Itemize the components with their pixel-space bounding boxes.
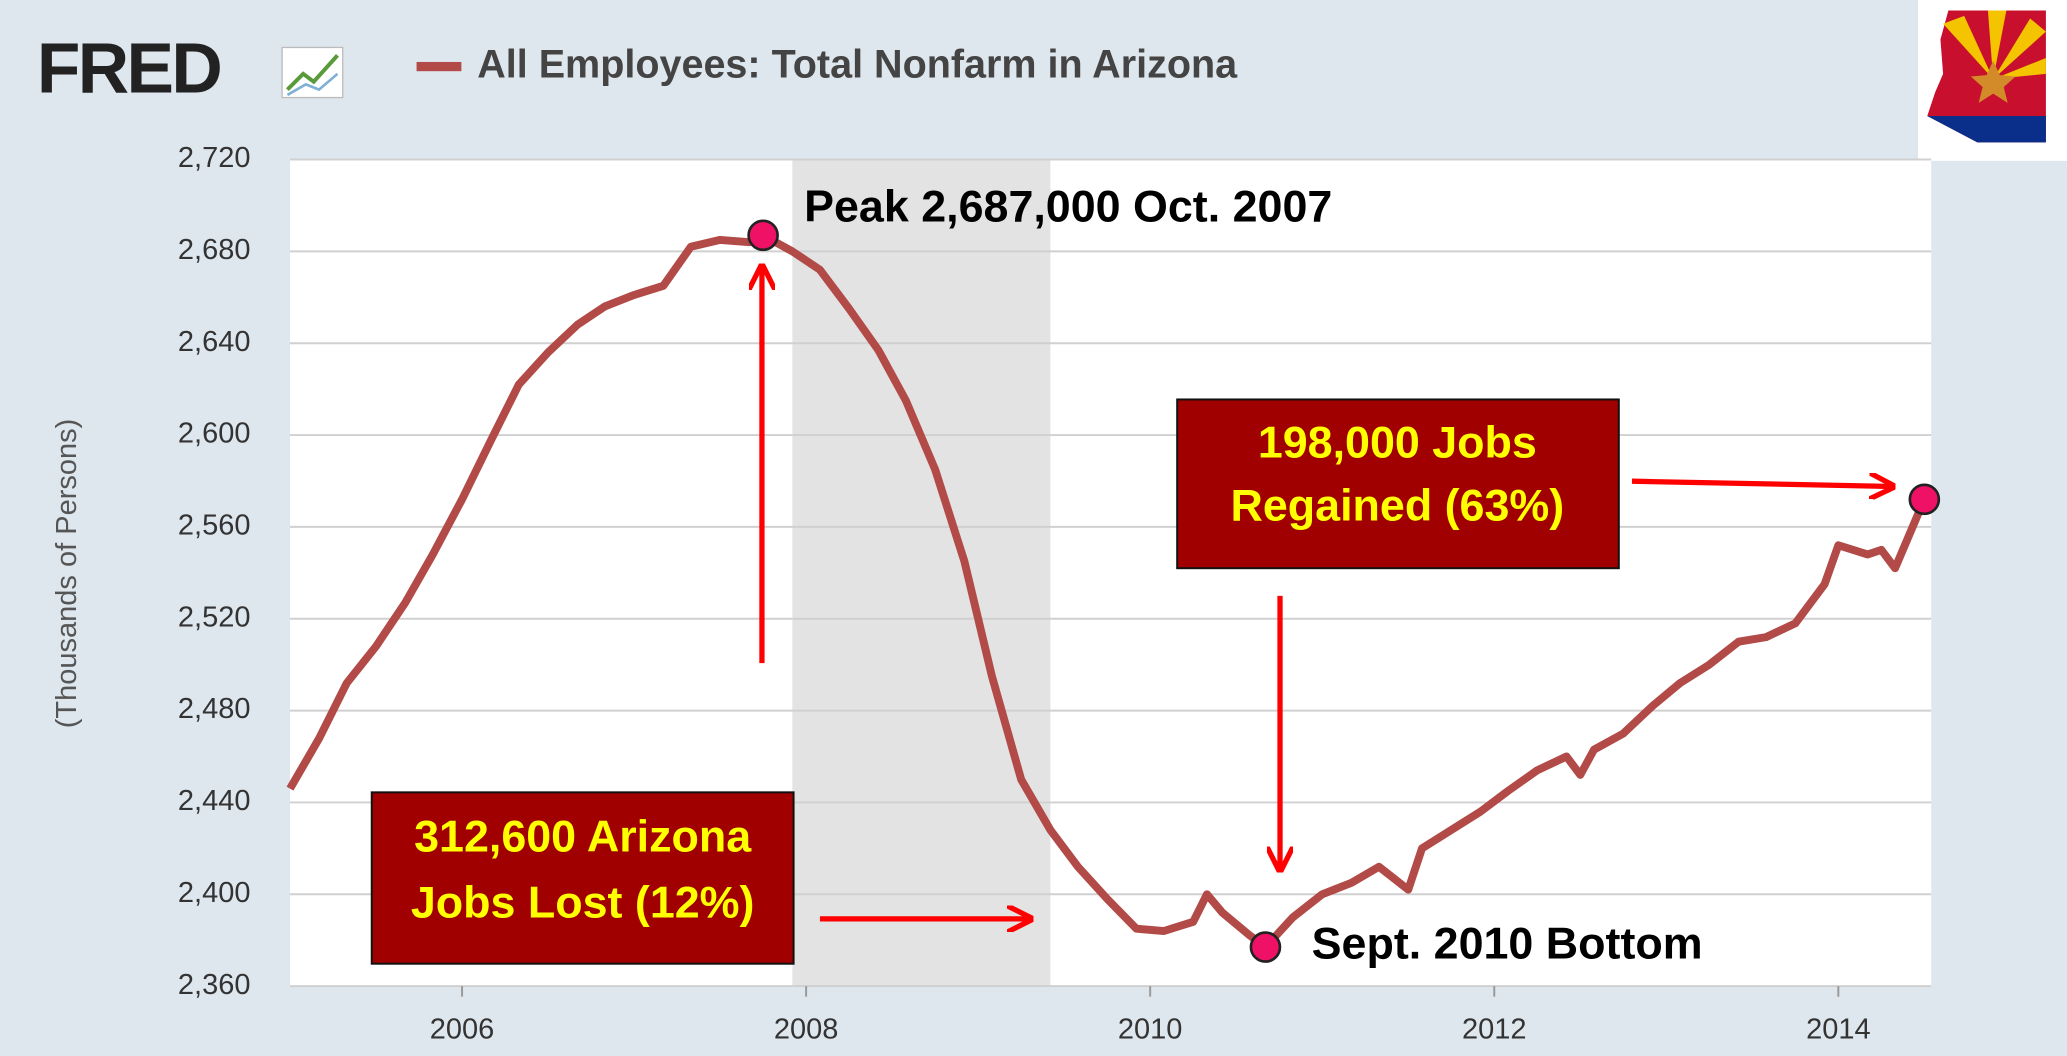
x-tick-label: 2010 (1118, 1014, 1183, 1046)
logo: FRED (37, 30, 220, 109)
highlight-point (747, 219, 779, 252)
y-tick-label: 2,440 (178, 785, 251, 817)
shaded-period (792, 159, 1051, 987)
x-tick-label: 2008 (774, 1014, 839, 1046)
x-tick-label: 2014 (1806, 1014, 1871, 1046)
y-tick-label: 2,480 (178, 693, 251, 725)
y-tick-label: 2,720 (178, 142, 251, 174)
highlight-point (1249, 931, 1282, 963)
annotation-line: Jobs Lost (12%) (411, 878, 755, 928)
data-line (286, 231, 1928, 952)
logo-icon (281, 46, 344, 99)
y-tick-label: 2,600 (178, 418, 251, 450)
y-tick-label: 2,560 (178, 510, 251, 542)
y-tick-label: 2,360 (178, 969, 251, 1001)
annotation: Sept. 2010 Bottom (1312, 918, 1703, 968)
arrows (762, 266, 1893, 919)
x-tick-label: 2012 (1462, 1014, 1527, 1046)
annotation-line: 312,600 Arizona (414, 812, 752, 862)
y-tick-label: 2,400 (178, 877, 251, 909)
annotation-line: 198,000 Jobs (1258, 417, 1537, 467)
y-tick-label: 2,680 (178, 234, 251, 266)
annotation-line: Regained (63%) (1230, 481, 1564, 531)
y-tick-label: 2,520 (178, 601, 251, 633)
chart-title: All Employees: Total Nonfarm in Arizona (477, 43, 1238, 87)
annotation-box: 198,000 Jobs Regained (63%) (1176, 398, 1620, 570)
y-tick-label: 2,640 (178, 326, 251, 358)
annotation-box: 312,600 Arizona Jobs Lost (12%) (370, 791, 795, 965)
x-tick-label: 2006 (430, 1014, 495, 1046)
arizona-flag-icon (1918, 0, 2067, 161)
annotation: Peak 2,687,000 Oct. 2007 (804, 181, 1332, 231)
highlight-point (1908, 483, 1941, 516)
y-axis-label: (Thousands of Persons) (51, 419, 83, 728)
arrow (1631, 481, 1893, 486)
legend-swatch (416, 61, 462, 72)
